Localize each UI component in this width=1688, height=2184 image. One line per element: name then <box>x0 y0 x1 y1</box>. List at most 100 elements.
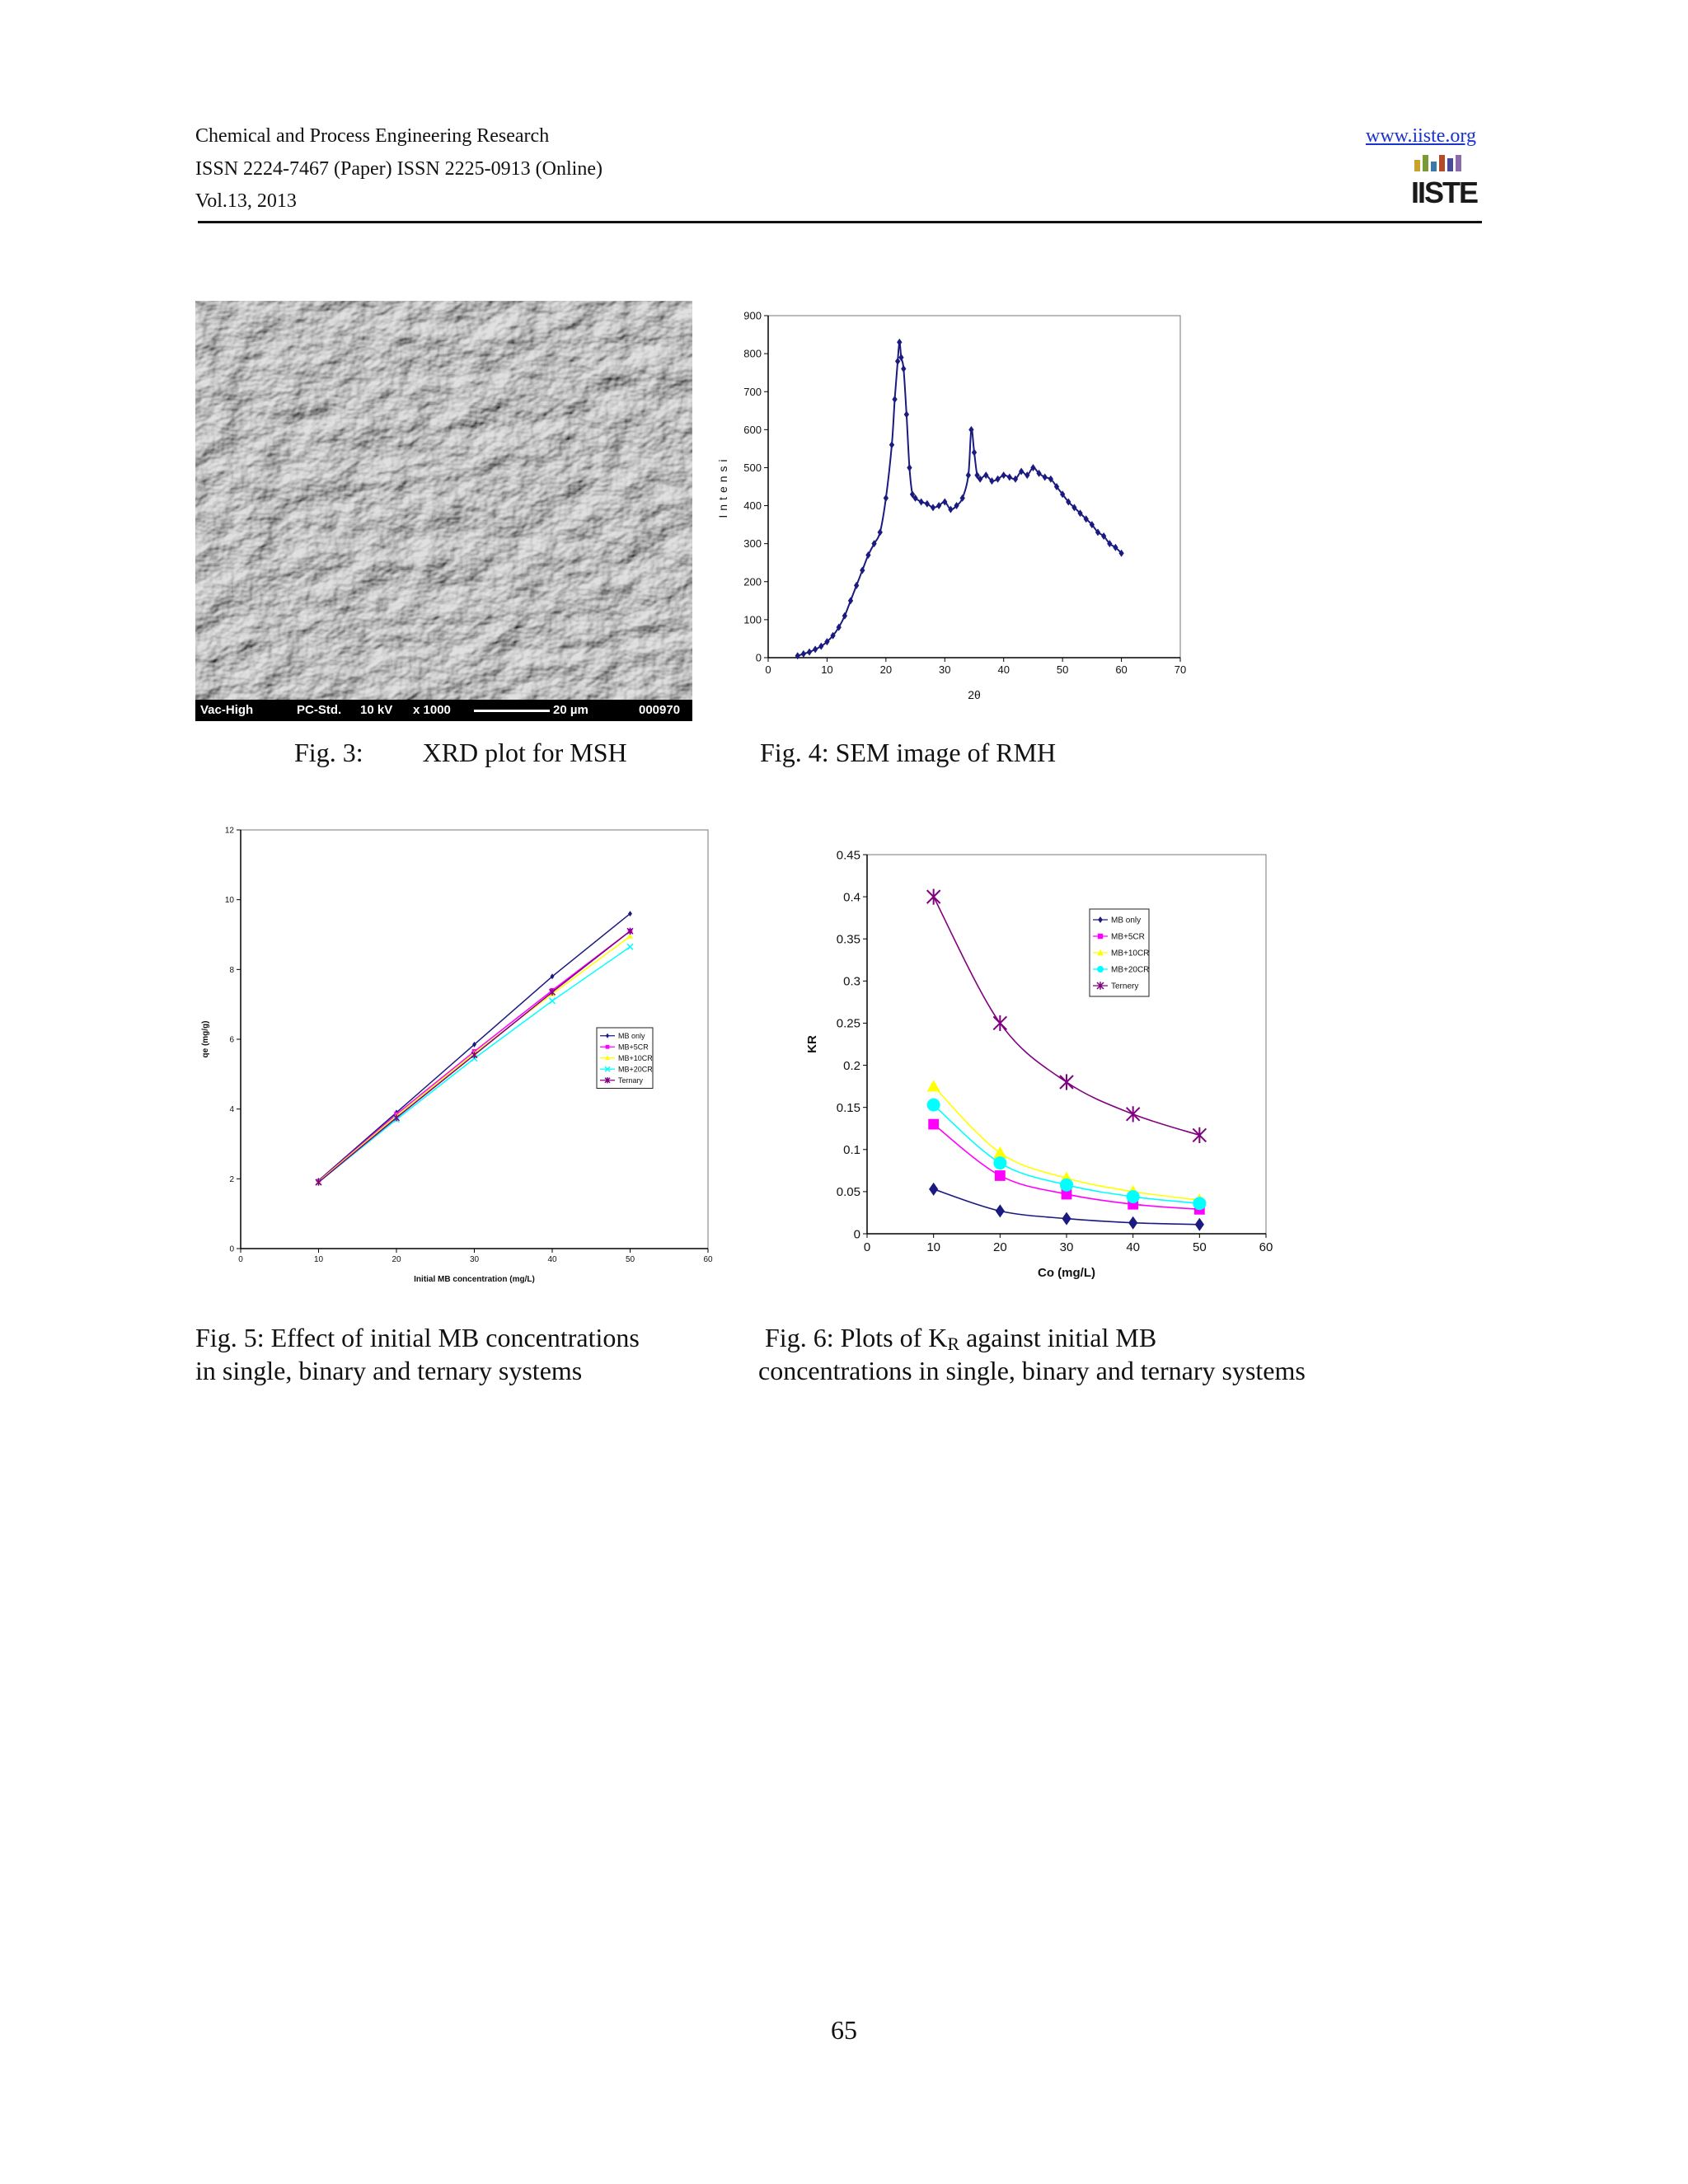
fig6-caption-post: against initial MB <box>959 1323 1157 1352</box>
xrd-data-point <box>1006 473 1013 481</box>
kr-data-point <box>1194 1217 1204 1231</box>
x-tick-label: 50 <box>1057 663 1068 676</box>
x-tick-label: 20 <box>993 1240 1007 1254</box>
qe-data-point <box>626 943 634 950</box>
fig4-caption: Fig. 4: SEM image of RMH <box>760 738 1057 767</box>
kr-data-point <box>1193 1197 1207 1211</box>
y-tick-label: 800 <box>743 348 762 360</box>
x-tick-label: 60 <box>1115 663 1127 676</box>
xrd-data-point <box>830 631 836 640</box>
legend-entry-label: MB+20CR <box>1111 966 1149 975</box>
xrd-data-point <box>1053 483 1060 490</box>
xrd-data-point <box>903 410 910 419</box>
sem-scale-bar <box>474 710 550 712</box>
fig6-caption-pre: Fig. 6: Plots of K <box>765 1323 948 1352</box>
kr-data-point <box>929 1182 939 1196</box>
xrd-data-point <box>894 357 901 365</box>
fig3-label: Fig. 3: <box>294 738 363 767</box>
logo-bar <box>1414 160 1420 171</box>
qe-chart: 0 10 20 30 40 50 60 0 2 4 6 8 10 12 Initial MB concent… <box>201 827 713 1285</box>
page-number: 65 <box>831 2015 857 2045</box>
y-tick-label: 200 <box>743 575 762 588</box>
kr-legend: MB only MB+5CR MB+10CR MB+20CR Ternery <box>1089 908 1150 997</box>
xrd-data-point <box>1100 532 1107 540</box>
legend-swatch-marker <box>1098 916 1103 923</box>
y-tick-label: 700 <box>743 386 762 398</box>
kr-series <box>926 888 1207 1143</box>
qe-data-point <box>626 927 634 935</box>
xrd-data-point <box>824 638 830 646</box>
xrd-data-point <box>1012 475 1019 483</box>
logo-bar <box>1423 155 1428 171</box>
xrd-data-point <box>1048 475 1054 483</box>
xrd-data-point <box>1059 490 1066 499</box>
legend-swatch-marker <box>1096 982 1104 990</box>
fig5-caption-line1: Fig. 5: Effect of initial MB concentrati… <box>195 1323 640 1352</box>
fig6-caption-line2: concentrations in single, binary and ter… <box>758 1356 1306 1385</box>
kr-series <box>926 1098 1207 1211</box>
y-tick-label: 8 <box>229 966 234 975</box>
qe-series <box>315 927 634 1186</box>
fig6-caption-sub: R <box>947 1333 960 1354</box>
xrd-data-point <box>795 652 800 660</box>
qe-legend: MB only MB+5CR MB+10CR MB+20CR Ternary <box>596 1027 654 1089</box>
qe-data-point <box>548 997 556 1005</box>
x-tick-label: 10 <box>821 663 832 676</box>
xrd-data-point <box>1107 540 1113 548</box>
kr-data-point <box>993 1146 1007 1159</box>
y-tick-label: 0.4 <box>843 890 860 904</box>
kr-data-point <box>1192 1127 1207 1143</box>
x-tick-label: 40 <box>547 1255 557 1264</box>
x-axis-label: Co (mg/L) <box>1038 1266 1095 1280</box>
logo-bar <box>1439 155 1445 171</box>
legend-entry-label: MB only <box>618 1032 645 1040</box>
x-tick-label: 0 <box>238 1255 243 1264</box>
y-tick-label: 0 <box>854 1227 860 1241</box>
xrd-data-point <box>800 649 807 658</box>
kr-data-point <box>1060 1178 1073 1192</box>
logo-bar <box>1431 162 1437 171</box>
kr-data-point <box>1125 1106 1141 1122</box>
x-tick-label: 50 <box>1193 1240 1207 1254</box>
legend-swatch-marker <box>1097 966 1104 972</box>
fig3-text: XRD plot for MSH <box>422 738 627 767</box>
xrd-data-point <box>812 645 818 654</box>
legend-swatch-marker <box>604 1077 611 1084</box>
kr-data-point <box>995 1204 1005 1218</box>
x-tick-label: 10 <box>314 1255 324 1264</box>
x-tick-label: 30 <box>1060 1240 1074 1254</box>
legend-swatch-marker <box>605 1044 610 1049</box>
y-tick-label: 4 <box>229 1105 234 1114</box>
x-tick-label: 20 <box>880 663 892 676</box>
qe-data-point <box>628 911 632 917</box>
x-axis-label: 2θ <box>968 688 981 701</box>
xrd-data-point <box>1018 467 1025 476</box>
y-tick-label: 6 <box>229 1036 234 1045</box>
xrd-data-point <box>1095 528 1101 537</box>
kr-data-point <box>994 1170 1006 1181</box>
sem-mode-label: PC-Std. <box>297 703 342 717</box>
y-tick-label: 0.35 <box>837 932 860 946</box>
xrd-data-point <box>806 648 813 656</box>
kr-data-point <box>926 1080 940 1092</box>
y-tick-label: 0.15 <box>837 1101 860 1115</box>
kr-data-point <box>1059 1074 1074 1090</box>
kr-data-point <box>1128 1216 1138 1230</box>
sem-voltage-label: 10 kV <box>360 703 393 717</box>
journal-url-link[interactable]: www.iiste.org <box>1366 125 1476 147</box>
logo-bar <box>1447 158 1453 171</box>
kr-data-point <box>993 1156 1007 1170</box>
x-tick-label: 40 <box>997 663 1009 676</box>
plot-area <box>767 315 1181 658</box>
x-tick-label: 0 <box>864 1240 870 1254</box>
legend-entry-label: Ternery <box>1111 982 1138 991</box>
x-tick-label: 30 <box>470 1255 480 1264</box>
qe-data-point <box>472 1041 476 1047</box>
fig5-caption-line2: in single, binary and ternary systems <box>195 1356 583 1385</box>
y-tick-label: 0.25 <box>837 1017 860 1031</box>
plot-area <box>866 854 1267 1235</box>
x-tick-label: 30 <box>939 663 950 676</box>
y-tick-label: 900 <box>743 310 762 322</box>
x-tick-label: 0 <box>765 663 771 676</box>
legend-entry-label: MB+10CR <box>1111 949 1149 958</box>
